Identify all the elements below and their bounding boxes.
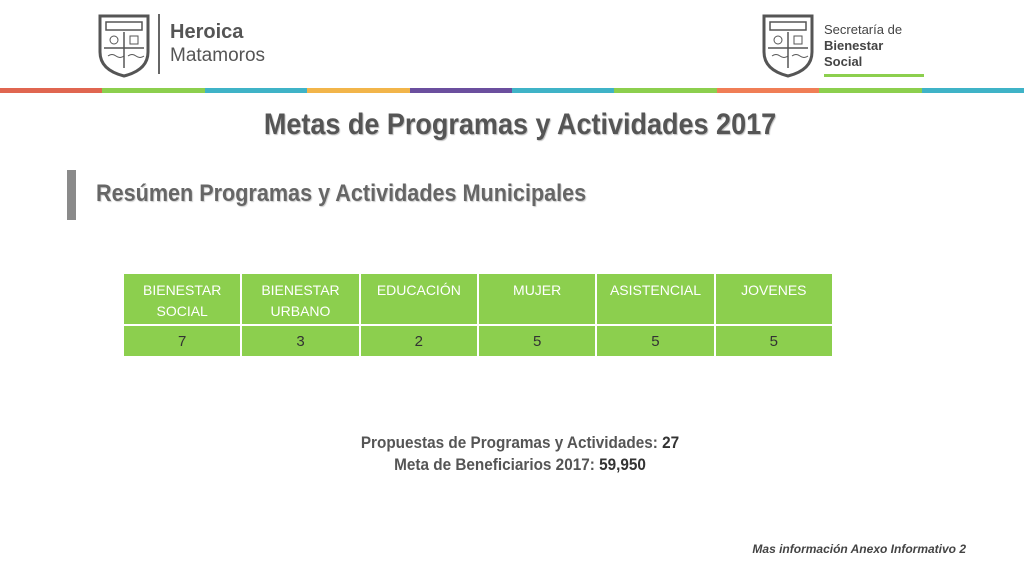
- color-bar-segment: [102, 88, 205, 93]
- color-bar-segment: [307, 88, 410, 93]
- multicolor-divider: [0, 88, 1024, 93]
- beneficiaries-value: 59,950: [599, 455, 646, 474]
- summary-totals: Propuestas de Programas y Actividades: 2…: [52, 432, 988, 476]
- color-bar-segment: [614, 88, 717, 93]
- matamoros-shield-logo: [98, 14, 150, 78]
- secretaria-line2: Bienestar Social: [824, 38, 884, 69]
- color-bar-segment: [512, 88, 615, 93]
- footer-note: Mas información Anexo Informativo 2: [752, 542, 966, 556]
- table-row: 7 3 2 5 5 5: [121, 324, 835, 358]
- secretaria-wordmark: Secretaría de Bienestar Social: [824, 22, 924, 77]
- color-bar-segment: [819, 88, 922, 93]
- logo-line1: Heroica: [170, 21, 244, 43]
- bienestar-shield-logo: [762, 14, 814, 78]
- value-bienestar-urbano: 3: [240, 324, 361, 358]
- proposals-line: Propuestas de Programas y Actividades: 2…: [52, 432, 988, 454]
- beneficiaries-label: Meta de Beneficiarios 2017:: [394, 455, 595, 474]
- logo-line2: Matamoros: [170, 45, 266, 66]
- color-bar-segment: [409, 88, 513, 93]
- value-educacion: 2: [358, 324, 479, 358]
- value-jovenes: 5: [713, 324, 835, 358]
- secretaria-line1: Secretaría de: [824, 22, 903, 37]
- value-bienestar-social: 7: [121, 324, 243, 358]
- header-asistencial: ASISTENCIAL: [595, 272, 716, 326]
- header-bienestar-urbano: BIENESTAR URBANO: [240, 272, 361, 326]
- header-jovenes: JOVENES: [713, 272, 835, 326]
- programs-summary-table: BIENESTAR SOCIAL BIENESTAR URBANO EDUCAC…: [121, 272, 835, 358]
- page-subtitle: Resúmen Programas y Actividades Municipa…: [96, 180, 587, 207]
- proposals-value: 27: [662, 433, 680, 452]
- proposals-label: Propuestas de Programas y Actividades:: [360, 433, 658, 452]
- beneficiaries-line: Meta de Beneficiarios 2017: 59,950: [52, 454, 988, 476]
- color-bar-segment: [716, 88, 820, 93]
- value-mujer: 5: [476, 324, 598, 358]
- value-asistencial: 5: [595, 324, 716, 358]
- color-bar-segment: [204, 88, 308, 93]
- table-header-row: BIENESTAR SOCIAL BIENESTAR URBANO EDUCAC…: [121, 272, 835, 326]
- subtitle-accent-bar: [67, 170, 76, 220]
- color-bar-segment: [0, 88, 103, 93]
- header-educacion: EDUCACIÓN: [358, 272, 479, 326]
- color-bar-segment: [921, 88, 1024, 93]
- header-bienestar-social: BIENESTAR SOCIAL: [121, 272, 243, 326]
- heroica-matamoros-wordmark: Heroica Matamoros: [158, 14, 265, 74]
- header-mujer: MUJER: [476, 272, 598, 326]
- page-title: Metas de Programas y Actividades 2017: [263, 108, 777, 141]
